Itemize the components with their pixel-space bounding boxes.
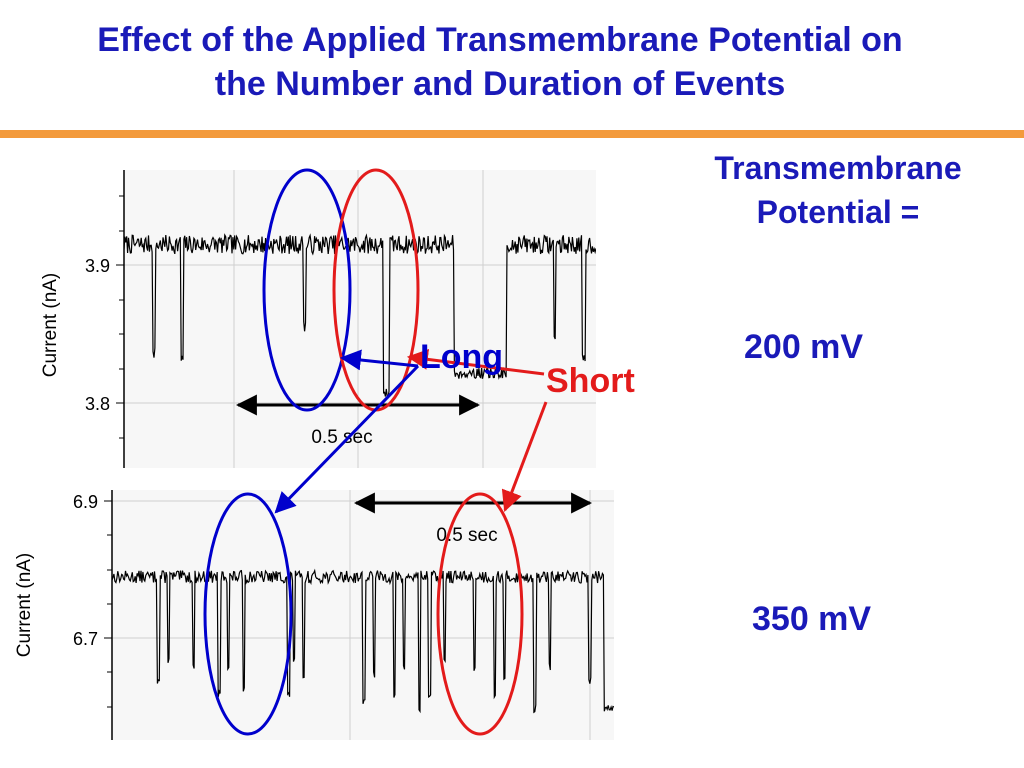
bottom-ytick-label: 6.9 [73,492,98,512]
bottom-scale-bar-label: 0.5 sec [436,525,497,546]
top-scale-bar-label: 0.5 sec [311,427,372,448]
slide-title-line2: the Number and Duration of Events [214,65,786,103]
slide-title: Effect of the Applied Transmembrane Pote… [0,18,1000,106]
short-annotation: Short [546,362,635,400]
top-ytick-label: 3.8 [85,394,110,414]
long-annotation: Long [420,338,503,376]
long-event-marker-top [262,168,352,412]
potential-heading-line1: Transmembrane [714,150,962,186]
potential-heading: Transmembrane Potential = [660,146,1016,234]
top-current-trace [124,233,596,399]
bottom-y-axis-label: Current (nA) [14,553,35,658]
top-plot-area [124,170,596,468]
bottom-minor-ticks [104,500,112,708]
top-chart: 3.9 3.8 Current (nA) 0.5 sec [40,170,596,468]
long-event-marker-bottom [203,492,293,736]
top-y-axis-label: Current (nA) [40,273,61,378]
bottom-chart: 6.9 6.7 Current (nA) 0.5 sec [14,490,614,740]
short-event-marker-bottom [436,492,524,736]
title-divider [0,130,1024,138]
voltage-label-200: 200 mV [744,328,864,366]
long-arrows [274,349,420,514]
top-minor-ticks [116,195,124,439]
bottom-current-trace [112,568,614,714]
potential-heading-line2: Potential = [756,194,920,230]
voltage-label-350: 350 mV [752,600,872,638]
slide-title-line1: Effect of the Applied Transmembrane Pote… [97,21,903,59]
bottom-ytick-label: 6.7 [73,629,98,649]
top-ytick-label: 3.9 [85,256,110,276]
short-arrows [406,348,548,512]
